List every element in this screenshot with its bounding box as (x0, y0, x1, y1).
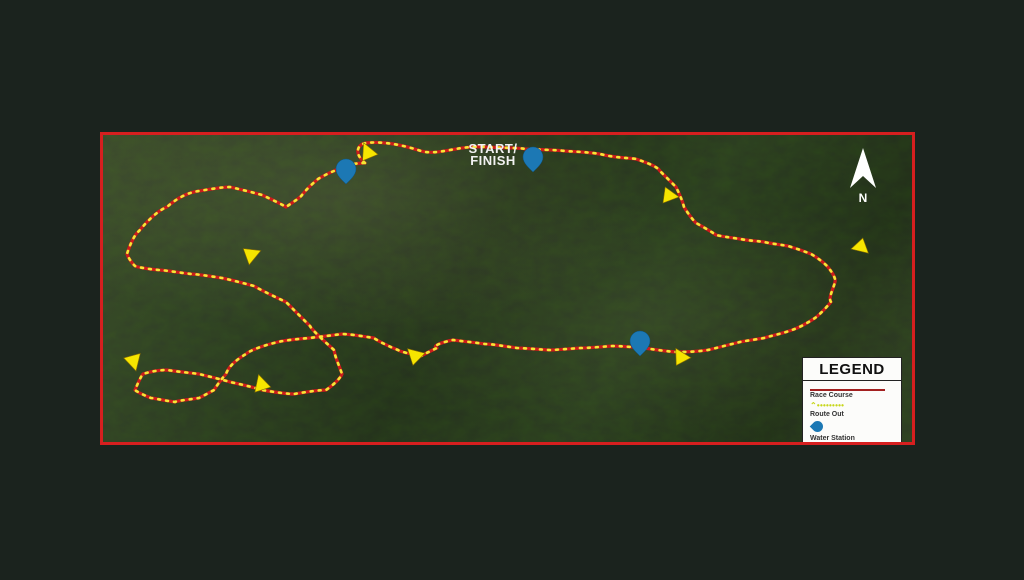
svg-text:FINISH: FINISH (470, 153, 516, 168)
svg-text:N: N (859, 191, 868, 205)
